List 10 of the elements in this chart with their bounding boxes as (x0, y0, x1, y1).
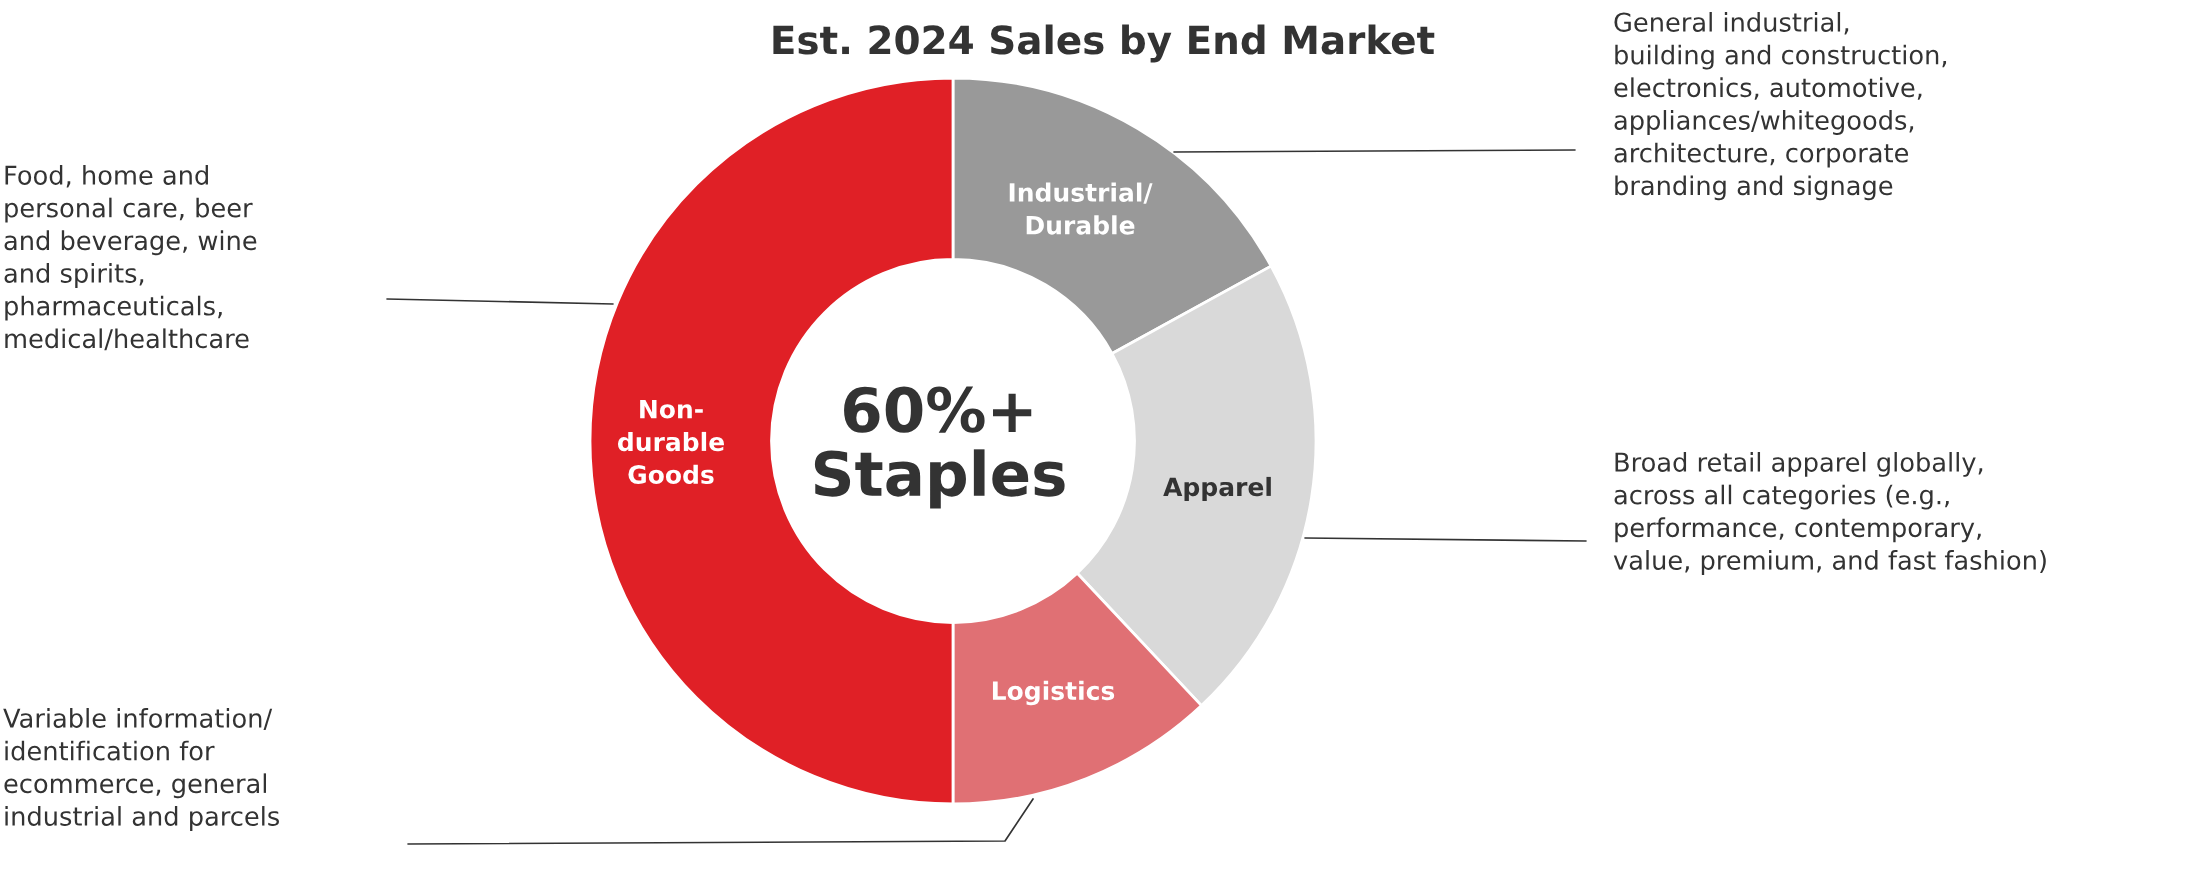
slice-label: Logistics (992, 680, 1115, 706)
slice-label: Non- durable Goods (617, 399, 724, 484)
chart-title: Est. 2024 Sales by End Market (773, 24, 1435, 63)
text: 60%+ Staples (814, 386, 1065, 509)
slice-label: Industrial/ Durable (1009, 182, 1153, 235)
slice-label: Apparel (1163, 476, 1271, 502)
text: Variable information/ identification for ecommerce, general industrial and parcels (3, 708, 279, 831)
text: General industrial, building and construction, electronics, automotive, appliances/whitegoods, architecture, corporate branding and signage (1614, 12, 1947, 201)
text: Broad retail apparel globally, across all categories (e.g., performance, contemporary, value, premium, and fast fashion) (1613, 452, 2046, 575)
text: Food, home and personal care, beer and beverage, wine and spirits, pharmaceuticals, medical/healthcare (4, 165, 257, 351)
